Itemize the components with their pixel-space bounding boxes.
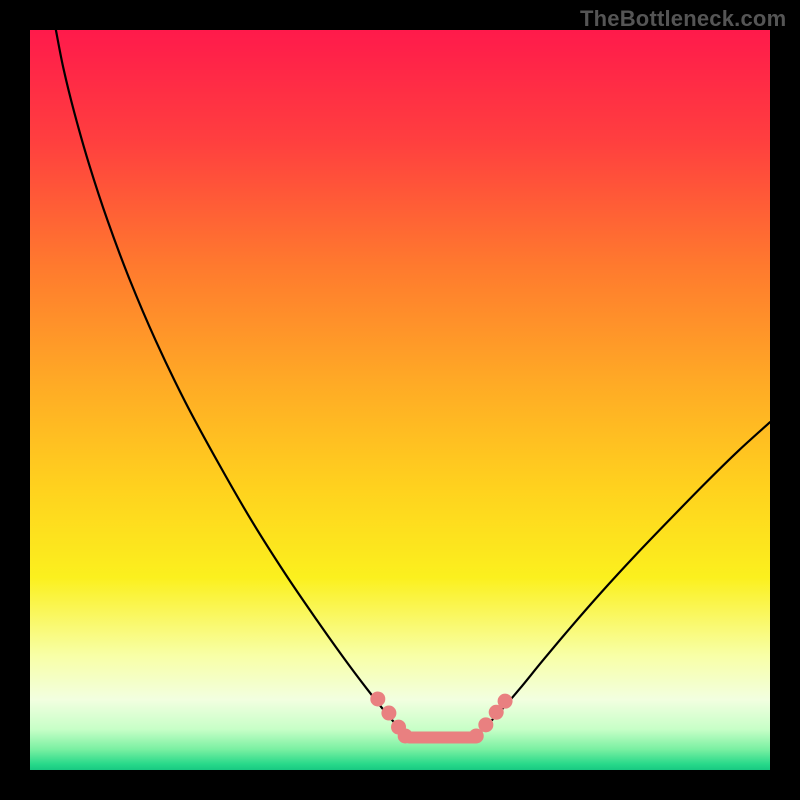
curve-right [478, 422, 770, 734]
marker-dot [498, 694, 513, 709]
chart-stage: TheBottleneck.com [0, 0, 800, 800]
marker-dot [370, 691, 385, 706]
marker-dot [381, 706, 396, 721]
bottleneck-curve-layer [0, 0, 800, 800]
marker-dot [398, 728, 413, 743]
curve-left [56, 30, 405, 734]
watermark-text: TheBottleneck.com [580, 6, 786, 32]
marker-dot [478, 717, 493, 732]
